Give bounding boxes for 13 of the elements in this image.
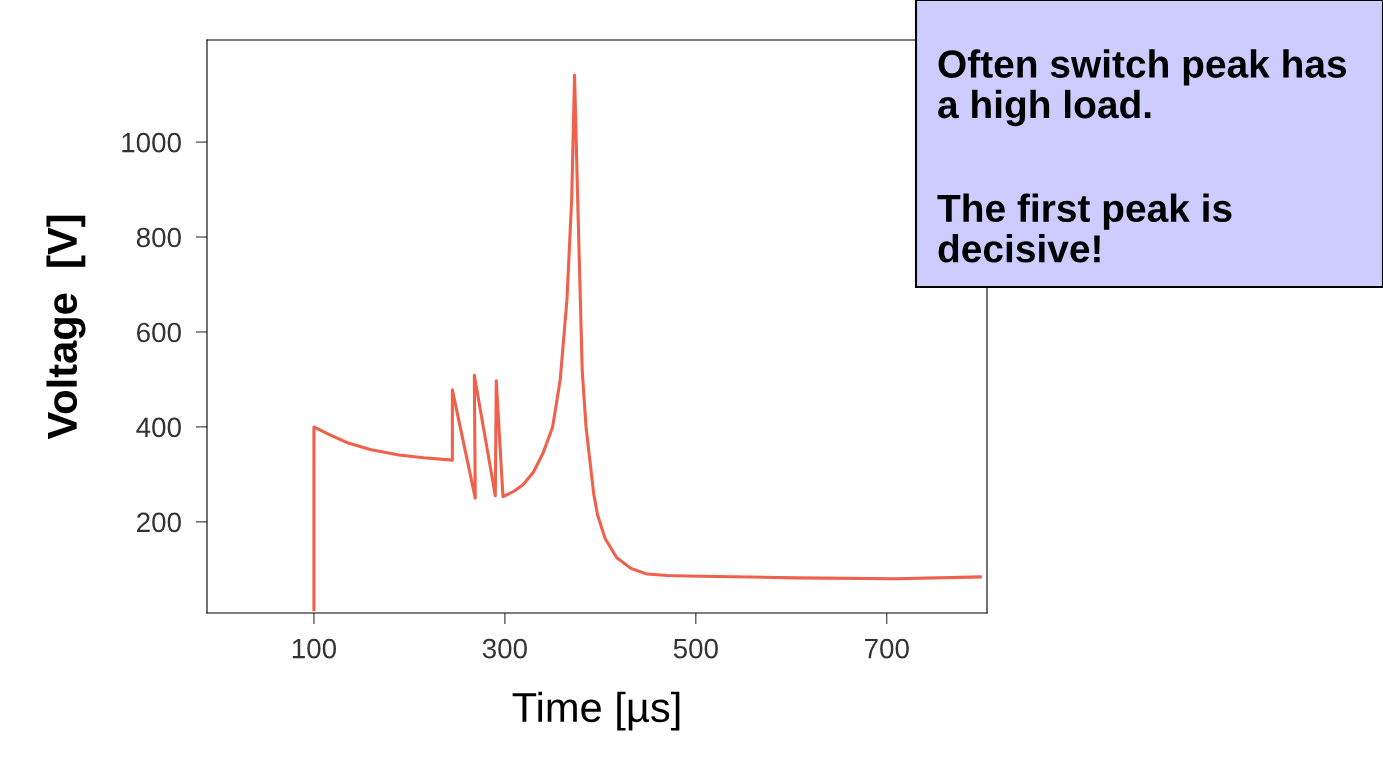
x-axis-title: Time [µs] bbox=[512, 691, 680, 731]
x-tick-label: 700 bbox=[865, 638, 909, 659]
y-tick-label: 1000 bbox=[122, 132, 181, 153]
annotation: Often switch peak has a high load. bbox=[938, 49, 1347, 127]
y-tick-label: 400 bbox=[136, 417, 181, 438]
x-tick-label: 300 bbox=[482, 638, 527, 659]
y-tick-label: 200 bbox=[137, 512, 181, 533]
annotation: The first peak is decisive! bbox=[937, 193, 1232, 263]
y-tick-label: 800 bbox=[136, 227, 181, 248]
y-tick-label: 600 bbox=[137, 322, 181, 343]
y-axis-title: Voltage [V] bbox=[46, 215, 86, 440]
x-tick-label: 500 bbox=[673, 638, 718, 659]
x-tick-label: 100 bbox=[292, 638, 337, 659]
